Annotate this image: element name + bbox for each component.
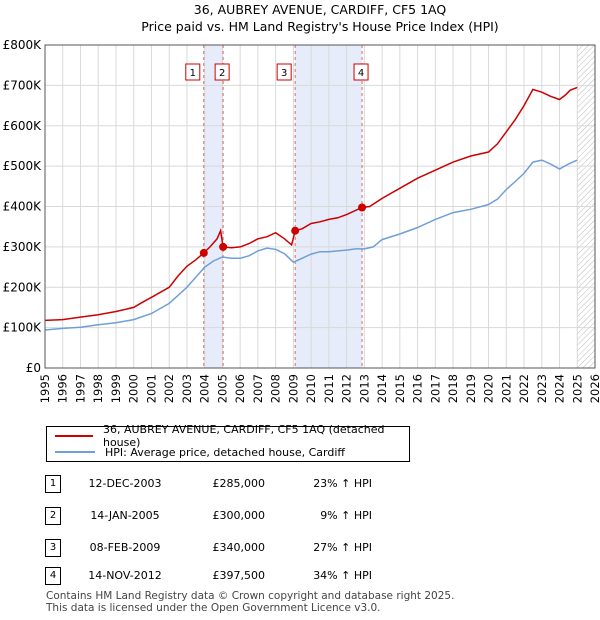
transaction-hpi: 34% ↑ HPI [313, 569, 372, 582]
transaction-label-box [185, 63, 201, 81]
x-tick-label: 1999 [109, 374, 123, 403]
x-tick-label: 2009 [286, 374, 300, 403]
x-tick-label: 2007 [251, 374, 265, 403]
y-tick-label: £100K [3, 321, 43, 335]
transaction-date: 14-NOV-2012 [88, 569, 162, 582]
x-tick-label: 2004 [198, 374, 212, 403]
plot-area: 1 2 3 4 £0 £100K £200K £300K £400K £500K £600K £700… [3, 38, 600, 403]
x-tick-label: 2024 [553, 374, 567, 403]
chart-subtitle: Price paid vs. HM Land Registry's House … [141, 19, 498, 34]
legend-swatch-blue [55, 451, 95, 453]
x-tick-label: 2008 [269, 374, 283, 403]
x-tick-label: 2005 [215, 374, 229, 403]
x-tick-label: 2021 [499, 374, 513, 403]
x-tick-label: 2020 [482, 374, 496, 403]
y-tick-label: £0 [26, 361, 41, 375]
x-tick-label: 1998 [91, 374, 105, 403]
table-row: 2 14-JAN-2005 £300,000 9% ↑ HPI [0, 505, 600, 527]
transaction-hpi: 23% ↑ HPI [313, 477, 372, 490]
x-tick-label: 2014 [375, 374, 389, 403]
transaction-point [219, 242, 228, 251]
transaction-hpi: 9% ↑ HPI [320, 509, 372, 522]
x-tick-label: 2023 [535, 374, 549, 403]
transaction-price: £285,000 [212, 477, 266, 490]
legend-label-hpi: HPI: Average price, detached house, Card… [105, 445, 345, 459]
transaction-price: £340,000 [212, 541, 266, 554]
transaction-date: 12-DEC-2003 [88, 477, 162, 490]
x-tick-label: 2000 [127, 374, 141, 403]
x-tick-label: 2010 [304, 374, 318, 403]
x-tick-label: 2006 [233, 374, 247, 403]
transaction-label-box [353, 63, 369, 81]
transaction-badge: 4 [45, 567, 61, 585]
legend: 36, AUBREY AVENUE, CARDIFF, CF5 1AQ (det… [46, 423, 410, 462]
y-tick-label: £400K [3, 200, 43, 214]
x-tick-label: 2019 [464, 374, 478, 403]
legend-swatch-red [55, 435, 93, 437]
transaction-price: £300,000 [212, 509, 266, 522]
y-tick-label: £600K [3, 119, 43, 133]
transaction-point [358, 203, 367, 212]
x-tick-label: 1995 [38, 374, 52, 403]
transaction-badge: 2 [45, 507, 61, 525]
transaction-hpi: 27% ↑ HPI [313, 541, 372, 554]
x-tick-label: 2022 [517, 374, 531, 403]
x-tick-label: 2002 [162, 374, 176, 403]
x-tick-label: 2001 [144, 374, 158, 403]
plot-frame [44, 44, 596, 369]
transaction-label-box [214, 63, 230, 81]
x-tick-label: 1996 [56, 374, 70, 403]
x-tick-label: 2017 [428, 374, 442, 403]
footer: Contains HM Land Registry data © Crown c… [46, 590, 454, 614]
table-row: 4 14-NOV-2012 £397,500 34% ↑ HPI [0, 565, 600, 587]
price-chart: 36, AUBREY AVENUE, CARDIFF, CF5 1AQ Pric… [3, 2, 600, 403]
transaction-label: 2 [219, 68, 225, 79]
x-tick-label: 2013 [357, 374, 371, 403]
x-tick-label: 2016 [411, 374, 425, 403]
y-tick-label: £200K [3, 280, 43, 294]
footer-licence: This data is licensed under the Open Gov… [46, 602, 381, 614]
x-tick-label: 2025 [570, 374, 584, 403]
legend-item-hpi: HPI: Average price, detached house, Card… [55, 444, 345, 460]
chart-title: 36, AUBREY AVENUE, CARDIFF, CF5 1AQ [194, 2, 447, 17]
x-tick-label: 2026 [588, 374, 600, 403]
y-tick-label: £700K [3, 78, 43, 92]
transaction-badge: 1 [45, 475, 61, 493]
x-tick-label: 2011 [322, 374, 336, 403]
hpi-series-line [44, 159, 578, 331]
footer-copyright: Contains HM Land Registry data © Crown c… [46, 590, 455, 602]
x-tick-label: 2012 [340, 374, 354, 403]
legend-item-property: 36, AUBREY AVENUE, CARDIFF, CF5 1AQ (det… [55, 423, 409, 449]
transaction-label-box [276, 63, 292, 81]
transaction-label: 3 [281, 68, 287, 79]
transaction-point [291, 226, 300, 235]
transaction-date: 08-FEB-2009 [89, 541, 161, 554]
transaction-label: 1 [190, 68, 196, 79]
transaction-point [199, 248, 208, 257]
y-tick-label: £800K [3, 38, 43, 52]
x-tick-label: 2018 [446, 374, 460, 403]
transaction-price: £397,500 [212, 569, 266, 582]
table-row: 3 08-FEB-2009 £340,000 27% ↑ HPI [0, 537, 600, 559]
legend-label-property: 36, AUBREY AVENUE, CARDIFF, CF5 1AQ (det… [102, 423, 385, 449]
y-tick-label: £500K [3, 159, 43, 173]
y-tick-label: £300K [3, 240, 43, 254]
transaction-label: 4 [358, 68, 364, 79]
x-tick-label: 2015 [393, 374, 407, 403]
table-row: 1 12-DEC-2003 £285,000 23% ↑ HPI [0, 473, 600, 495]
transaction-date: 14-JAN-2005 [90, 509, 160, 522]
transaction-badge: 3 [45, 539, 61, 557]
x-tick-label: 2003 [180, 374, 194, 403]
x-tick-label: 1997 [73, 374, 87, 403]
